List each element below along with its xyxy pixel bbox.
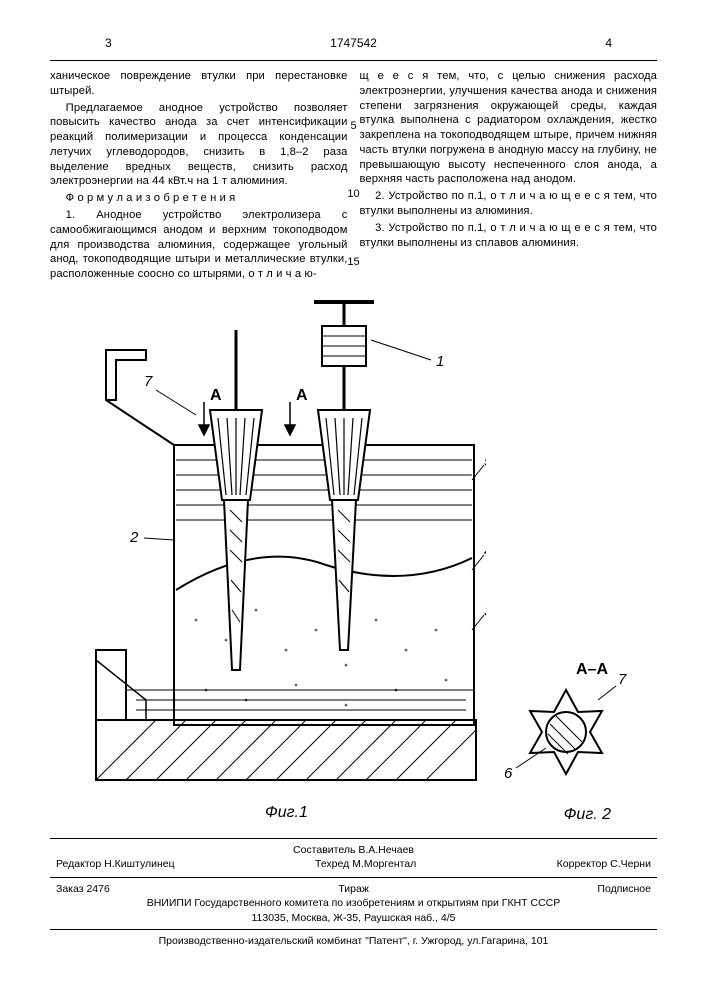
callout: 3 (484, 603, 486, 620)
callout: 4 (484, 543, 486, 560)
publisher-org: ВНИИПИ Государственного комитета по изоб… (50, 896, 657, 910)
section-arrow-label: А (296, 387, 308, 404)
claim: 3. Устройство по п.1, о т л и ч а ю щ е … (360, 221, 658, 251)
order-number: Заказ 2476 (56, 882, 110, 896)
callout: 6 (504, 765, 513, 782)
claim: щ е е с я тем, что, с целью снижения рас… (360, 69, 658, 187)
editor: Редактор Н.Киштулинец (56, 857, 175, 871)
imprint-footer: Составитель В.А.Нечаев Редактор Н.Киштул… (50, 838, 657, 948)
figure-1-label: Фиг.1 (265, 804, 308, 822)
figures-area: А А 7 1 5 4 3 2 А–А (50, 290, 657, 830)
left-column: ханическое повреждение втулки при перест… (50, 69, 348, 284)
page-number-left: 3 (105, 36, 112, 50)
callout: 5 (484, 453, 486, 470)
claims-heading: Ф о р м у л а и з о б р е т е н и я (50, 191, 348, 206)
figure-2-label: Фиг. 2 (564, 806, 611, 824)
callout: 2 (129, 529, 139, 546)
section-label: А–А (576, 661, 608, 678)
corrector: Корректор С.Черни (557, 857, 651, 871)
text-columns: ханическое повреждение втулки при перест… (50, 69, 657, 284)
line-number: 15 (347, 256, 359, 268)
line-number: 5 (350, 120, 356, 132)
document-number: 1747542 (330, 36, 377, 50)
paragraph: ханическое повреждение втулки при перест… (50, 69, 348, 99)
claim: 1. Анодное устройство электролизера с са… (50, 208, 348, 282)
paragraph: Предлагаемое анодное устройство позволяе… (50, 101, 348, 190)
callout: 7 (618, 671, 627, 688)
compiler: Составитель В.А.Нечаев (50, 843, 657, 857)
callout: 7 (144, 373, 153, 390)
callout: 1 (436, 353, 444, 370)
techred: Техред М.Моргентал (315, 857, 416, 871)
page-header: 3 1747542 4 (50, 36, 657, 61)
section-arrow-label: А (210, 387, 222, 404)
figure-2: А–А 7 6 (498, 660, 633, 790)
tirazh: Тираж (338, 882, 369, 896)
page-number-right: 4 (605, 36, 612, 50)
claim: 2. Устройство по п.1, о т л и ч а ю щ е … (360, 189, 658, 219)
publisher-address: 113035, Москва, Ж-35, Раушская наб., 4/5 (50, 911, 657, 925)
figure-1: А А 7 1 5 4 3 2 (86, 290, 486, 810)
right-column: щ е е с я тем, что, с целью снижения рас… (360, 69, 658, 284)
subscription: Подписное (597, 882, 651, 896)
printing-house: Производственно-издательский комбинат "П… (50, 934, 657, 948)
line-number: 10 (347, 188, 359, 200)
